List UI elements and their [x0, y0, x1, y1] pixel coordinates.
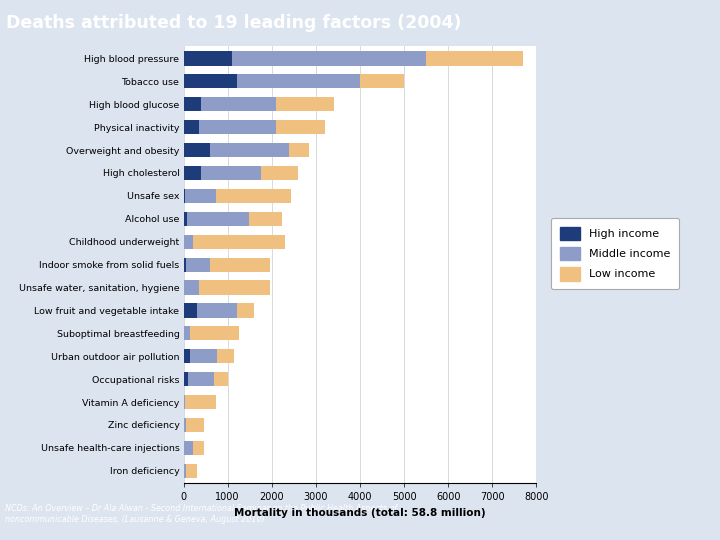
Bar — [184, 372, 188, 386]
Bar — [184, 441, 193, 455]
Bar — [190, 349, 217, 363]
Bar — [188, 372, 215, 386]
Bar — [185, 189, 216, 203]
Bar — [186, 258, 210, 272]
X-axis label: Mortality in thousands (total: 58.8 million): Mortality in thousands (total: 58.8 mill… — [234, 508, 486, 518]
Text: NCDs: An Overview – Dr Ala Alwan - Second International Seminar on the Public He: NCDs: An Overview – Dr Ala Alwan - Secon… — [4, 504, 397, 524]
Bar — [184, 75, 236, 89]
Bar — [276, 120, 325, 134]
Bar — [215, 372, 228, 386]
Bar — [184, 258, 186, 272]
Bar — [184, 234, 193, 249]
Bar — [186, 418, 204, 432]
Text: Deaths attributed to 19 leading factors (2004): Deaths attributed to 19 leading factors … — [6, 15, 461, 32]
Bar — [184, 166, 201, 180]
Bar — [201, 166, 261, 180]
Bar — [232, 51, 426, 65]
Bar — [217, 349, 234, 363]
Bar — [184, 143, 210, 157]
Bar — [184, 97, 201, 111]
Bar — [201, 97, 276, 111]
Bar — [184, 212, 187, 226]
Bar — [184, 280, 199, 295]
Bar — [184, 395, 185, 409]
Bar — [185, 395, 216, 409]
Bar — [197, 303, 236, 318]
Bar — [216, 189, 291, 203]
Bar — [184, 418, 186, 432]
Bar — [184, 349, 190, 363]
Bar — [199, 280, 270, 295]
Bar — [186, 464, 197, 478]
Bar — [187, 212, 249, 226]
Bar — [184, 303, 197, 318]
Bar — [261, 166, 298, 180]
Bar — [199, 120, 276, 134]
Bar — [249, 212, 282, 226]
Bar — [210, 143, 289, 157]
Bar — [184, 51, 232, 65]
Bar — [236, 303, 254, 318]
Bar — [276, 97, 333, 111]
Bar — [190, 326, 239, 340]
Bar — [184, 189, 185, 203]
Bar — [184, 326, 190, 340]
Bar — [184, 464, 186, 478]
Bar — [210, 258, 269, 272]
Legend: High income, Middle income, Low income: High income, Middle income, Low income — [551, 218, 679, 289]
Bar — [360, 75, 404, 89]
Bar — [193, 234, 285, 249]
Bar — [289, 143, 310, 157]
Bar — [236, 75, 360, 89]
Bar — [193, 441, 204, 455]
Bar — [184, 120, 199, 134]
Bar — [426, 51, 523, 65]
